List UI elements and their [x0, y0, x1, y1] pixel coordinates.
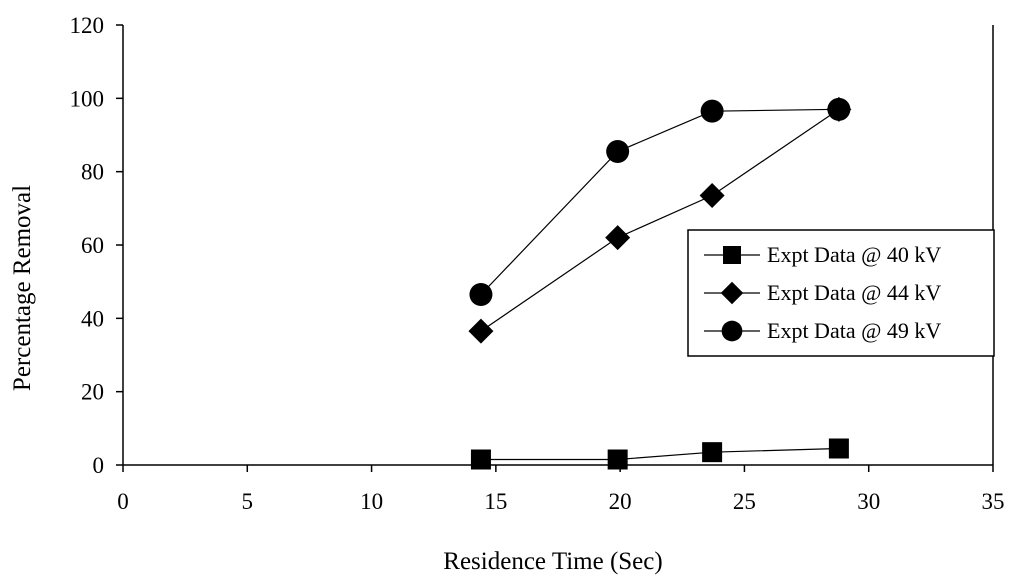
data-point-square — [702, 442, 723, 463]
series-layer — [468, 96, 852, 470]
data-point-circle — [827, 97, 851, 121]
series-circle — [469, 97, 851, 306]
legend-marker-circle — [721, 320, 743, 342]
y-tick-label: 0 — [93, 453, 105, 478]
legend-label: Expt Data @ 44 kV — [767, 280, 941, 305]
x-axis-title: Residence Time (Sec) — [443, 548, 662, 575]
y-tick-label: 120 — [70, 13, 105, 38]
data-point-circle — [606, 140, 630, 163]
x-tick-label: 0 — [117, 489, 129, 514]
series-line-circle — [480, 108, 839, 295]
data-point-circle — [700, 99, 724, 123]
legend-label: Expt Data @ 49 kV — [767, 318, 941, 343]
legend-entry: Expt Data @ 40 kV — [704, 242, 941, 267]
x-tick-label: 25 — [733, 489, 756, 514]
data-point-square — [607, 449, 628, 470]
data-point-square — [828, 438, 849, 459]
data-point-square — [470, 449, 491, 470]
data-point-diamond — [605, 225, 631, 251]
y-tick-label: 60 — [81, 233, 104, 258]
y-axis-title: Percentage Removal — [9, 185, 36, 391]
y-tick-label: 100 — [70, 86, 105, 111]
legend-entry: Expt Data @ 44 kV — [704, 280, 941, 305]
series-line-diamond — [480, 108, 840, 332]
legend: Expt Data @ 40 kV Expt Data @ 44 kV Expt D… — [687, 229, 995, 357]
x-axis: 0 5 10 15 20 25 30 35 — [117, 465, 1005, 514]
x-tick-label: 10 — [360, 489, 383, 514]
data-point-circle — [469, 283, 493, 306]
y-tick-label: 80 — [81, 160, 104, 185]
y-tick-label: 20 — [81, 380, 104, 405]
data-point-diamond — [468, 318, 494, 344]
x-tick-label: 30 — [857, 489, 880, 514]
y-tick-label: 40 — [81, 306, 104, 331]
legend-marker-square — [723, 246, 741, 264]
series-line-square — [480, 447, 839, 461]
x-tick-label: 20 — [609, 489, 632, 514]
legend-entry: Expt Data @ 49 kV — [704, 318, 941, 343]
series-square — [470, 438, 849, 470]
x-tick-label: 35 — [982, 489, 1005, 514]
x-tick-label: 5 — [242, 489, 254, 514]
legend-label: Expt Data @ 40 kV — [767, 242, 941, 267]
y-axis: 0 20 40 60 80 100 120 — [70, 13, 123, 478]
x-tick-label: 15 — [484, 489, 507, 514]
legend-marker-diamond — [720, 281, 744, 305]
data-point-diamond — [699, 183, 725, 208]
